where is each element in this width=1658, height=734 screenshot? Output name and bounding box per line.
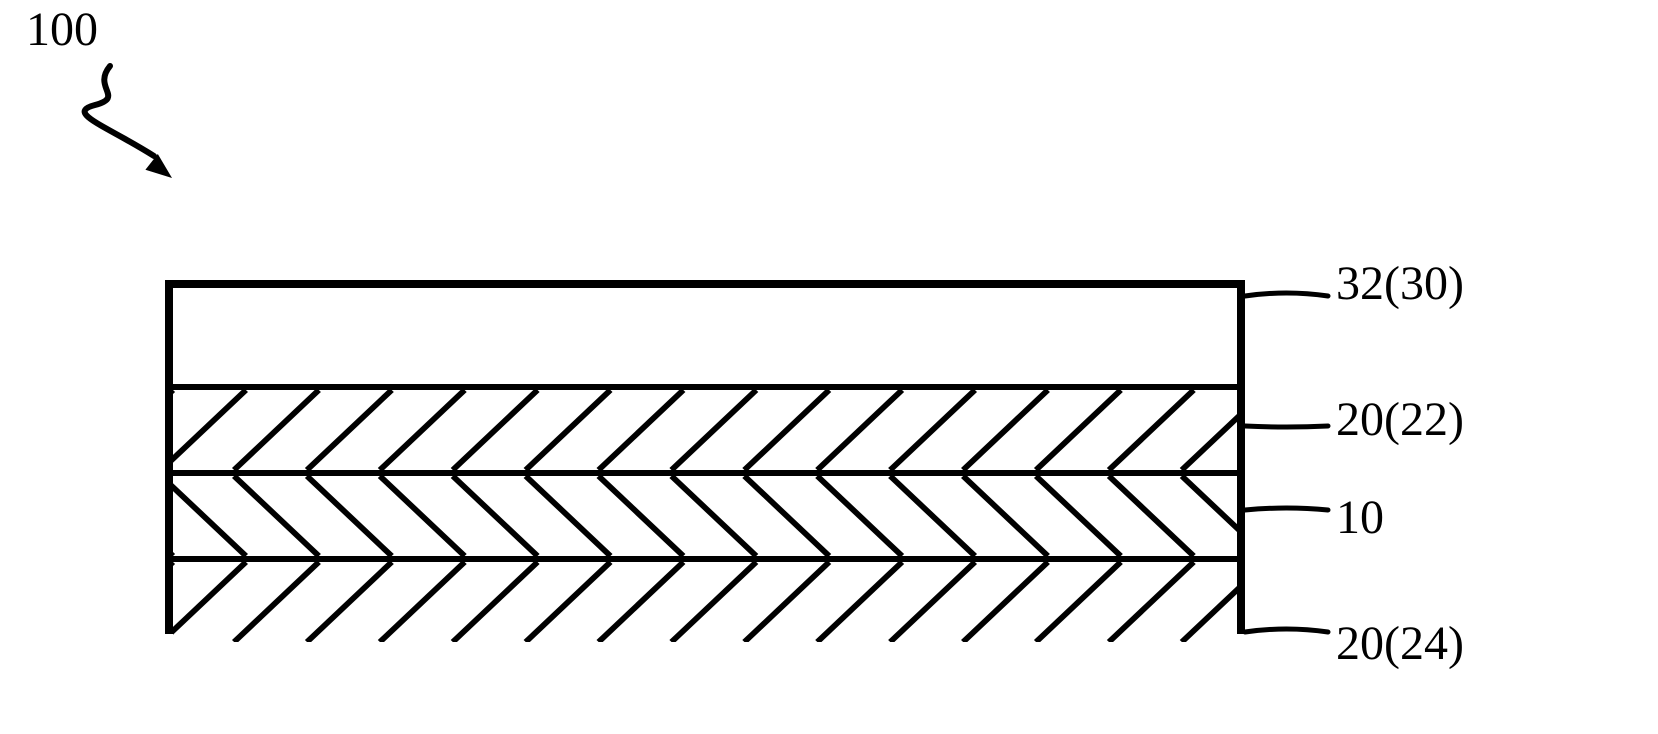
layer-24-leader [0, 0, 1, 1]
diagram-canvas: { "figure": { "type": "cross-section-lay… [0, 0, 1658, 734]
layer-32-label: 32(30) [1336, 256, 1464, 311]
callouts: 32(30) 20(22) 10 20(24) [0, 0, 1658, 734]
layer-10-label: 10 [1336, 490, 1384, 545]
layer-22-label: 20(22) [1336, 392, 1464, 447]
layer-24-label: 20(24) [1336, 616, 1464, 671]
